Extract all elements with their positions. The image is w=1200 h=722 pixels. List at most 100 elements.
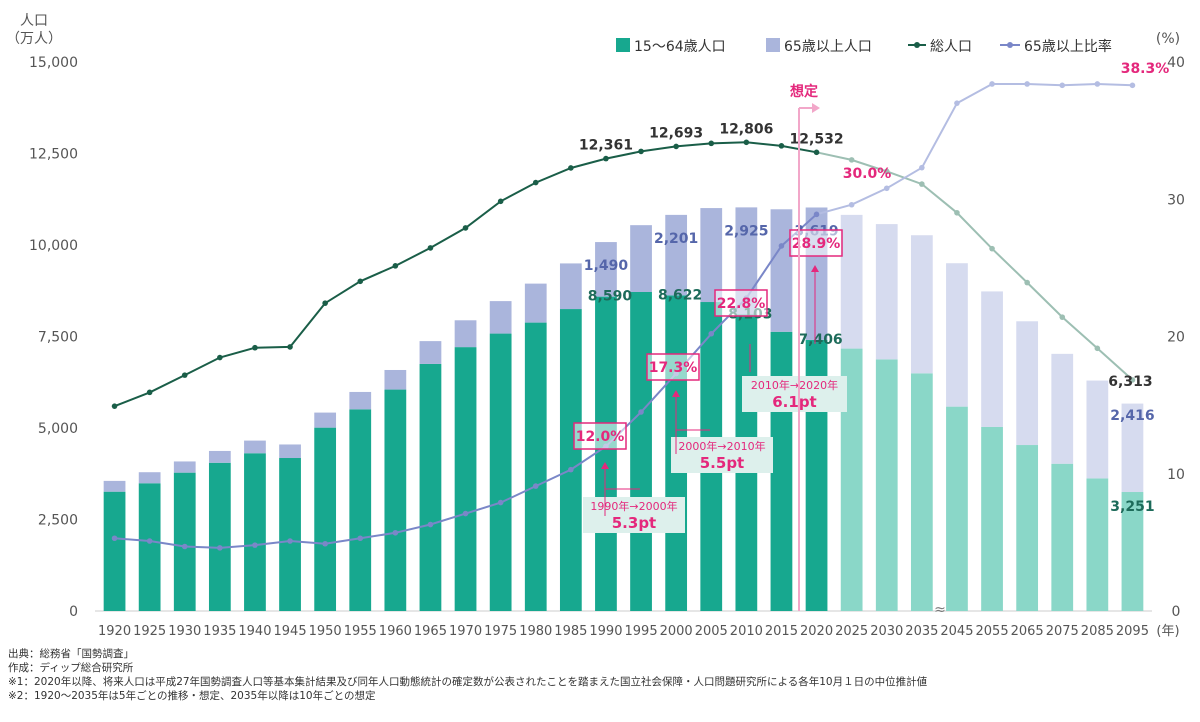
bar-elderly-2095 — [1121, 403, 1144, 493]
bar-working-1925 — [138, 483, 161, 611]
bar-working-1930 — [173, 472, 196, 611]
legend: 15～64歳人口 65歳以上人口 総人口 65歳以上比率 — [616, 38, 1112, 55]
label-elderly-2095: 2,416 — [1110, 408, 1154, 424]
label-total-2000: 12,693 — [649, 125, 703, 141]
x-tick-label: 1995 — [625, 624, 658, 639]
callout-delta-2: 6.1pt — [772, 393, 816, 411]
bar-elderly-1980 — [524, 283, 547, 323]
bar-working-1970 — [454, 347, 477, 611]
x-tick-label: 1980 — [519, 624, 552, 639]
callout-arrow-icon-1 — [672, 390, 680, 397]
data-labels: 12,361 12,693 12,806 12,532 6,313 1,490 2,201 2… — [573, 61, 1169, 515]
x-tick-label: 1935 — [203, 624, 236, 639]
ratio-point-1920 — [111, 535, 118, 542]
callout-arrow-icon-0 — [601, 462, 609, 469]
projection-marker: 想定 — [789, 83, 820, 611]
total-point-1920 — [111, 403, 118, 409]
total-point-2015 — [778, 143, 785, 149]
x-tick-label: 2010 — [730, 624, 763, 639]
callout-box-2 — [742, 376, 847, 412]
ratio-point-1930 — [181, 543, 188, 550]
ratio-point-2055 — [989, 81, 995, 87]
ratio-point-1945 — [287, 538, 293, 544]
callout-box-1 — [671, 437, 773, 473]
ratio-point-2085 — [1094, 81, 1101, 87]
x-tick-label: 1970 — [449, 624, 482, 639]
bar-working-2065 — [1016, 445, 1039, 611]
population-chart: 02,5005,0007,50010,00012,50015,000010203… — [6, 13, 1185, 639]
x-tick-label: 1925 — [133, 624, 166, 639]
total-point-2005 — [708, 140, 715, 147]
callout-range-1: 2000年→2010年 — [678, 439, 765, 453]
y-right-tick-label: 10 — [1167, 467, 1185, 483]
total-point-2025 — [848, 157, 855, 163]
bar-working-2045 — [946, 406, 968, 611]
footnote-1: ※1：2020年以降、将来人口は平成27年国勢調査人口等基本集計結果及び同年人口… — [8, 676, 928, 688]
bar-working-1940 — [244, 453, 266, 611]
label-total-2095: 6,313 — [1108, 374, 1152, 390]
y-left-tick-label: 5,000 — [38, 421, 78, 437]
bar-working-2030 — [875, 359, 898, 611]
total-point-2010 — [743, 139, 750, 146]
x-tick-label: 1930 — [168, 624, 201, 639]
bar-elderly-1990 — [595, 242, 617, 297]
ratio-point-1935 — [217, 545, 223, 551]
bar-working-2095 — [1121, 492, 1144, 611]
label-total-1990: 12,361 — [579, 138, 633, 154]
bar-elderly-2055 — [981, 291, 1003, 427]
total-point-2020 — [813, 149, 820, 156]
total-point-2030 — [883, 168, 890, 175]
total-point-1990 — [603, 155, 609, 162]
bar-elderly-2085 — [1086, 380, 1109, 479]
total-point-1995 — [638, 148, 644, 155]
x-tick-label: 2075 — [1046, 624, 1079, 639]
total-point-1970 — [462, 225, 469, 231]
x-tick-label: 2065 — [1011, 624, 1044, 639]
legend-swatch-elderly — [766, 38, 780, 52]
bar-elderly-2035 — [910, 235, 933, 374]
x-tick-label: 2030 — [870, 624, 903, 639]
bar-working-1920 — [103, 491, 126, 611]
bar-elderly-1960 — [384, 369, 407, 390]
legend-label-total: 総人口 — [930, 39, 972, 55]
x-tick-label: 1920 — [98, 624, 131, 639]
y-left-unit-line1: 人口 — [20, 13, 48, 29]
x-tick-label: 2025 — [835, 624, 868, 639]
total-point-2045 — [954, 209, 960, 216]
bar-elderly-1955 — [349, 391, 372, 410]
bar-elderly-2065 — [1016, 321, 1039, 446]
ratio-point-2015 — [778, 243, 785, 249]
x-unit: (年) — [1156, 624, 1179, 639]
x-tick-label: 2085 — [1081, 624, 1114, 639]
legend-swatch-working — [616, 38, 630, 52]
label-ratio-1990: 12.0% — [576, 429, 625, 445]
bar-elderly-2025 — [840, 214, 863, 349]
label-elderly-2000: 2,201 — [654, 231, 698, 247]
bar-working-1935 — [208, 462, 231, 611]
bar-elderly-2045 — [946, 263, 968, 407]
legend-label-elderly: 65歳以上人口 — [784, 39, 872, 55]
x-tick-label: 1990 — [589, 624, 622, 639]
label-working-1990: 8,590 — [588, 289, 633, 305]
total-point-1975 — [497, 198, 504, 205]
bar-elderly-1970 — [454, 320, 477, 348]
ratio-point-2095 — [1129, 82, 1136, 89]
author-note: 作成：ディップ総合研究所 — [8, 662, 134, 674]
ratio-point-1965 — [427, 521, 434, 528]
bar-elderly-1945 — [279, 444, 301, 459]
label-working-2095: 3,251 — [1110, 499, 1154, 515]
ratio-line-projected — [816, 82, 1133, 216]
x-tick-label: 1965 — [414, 624, 447, 639]
ratio-point-2065 — [1024, 81, 1030, 87]
x-tick-label: 2020 — [800, 624, 833, 639]
callout-box-0 — [583, 497, 685, 533]
ratio-point-1950 — [322, 540, 328, 547]
bar-elderly-1935 — [208, 450, 231, 463]
x-tick-label: 1940 — [238, 624, 271, 639]
bar-working-1945 — [279, 458, 301, 611]
x-tick-label: 2005 — [695, 624, 728, 639]
bar-elderly-2030 — [875, 224, 898, 360]
label-working-2020: 7,406 — [798, 332, 842, 348]
bar-working-1950 — [314, 427, 337, 611]
